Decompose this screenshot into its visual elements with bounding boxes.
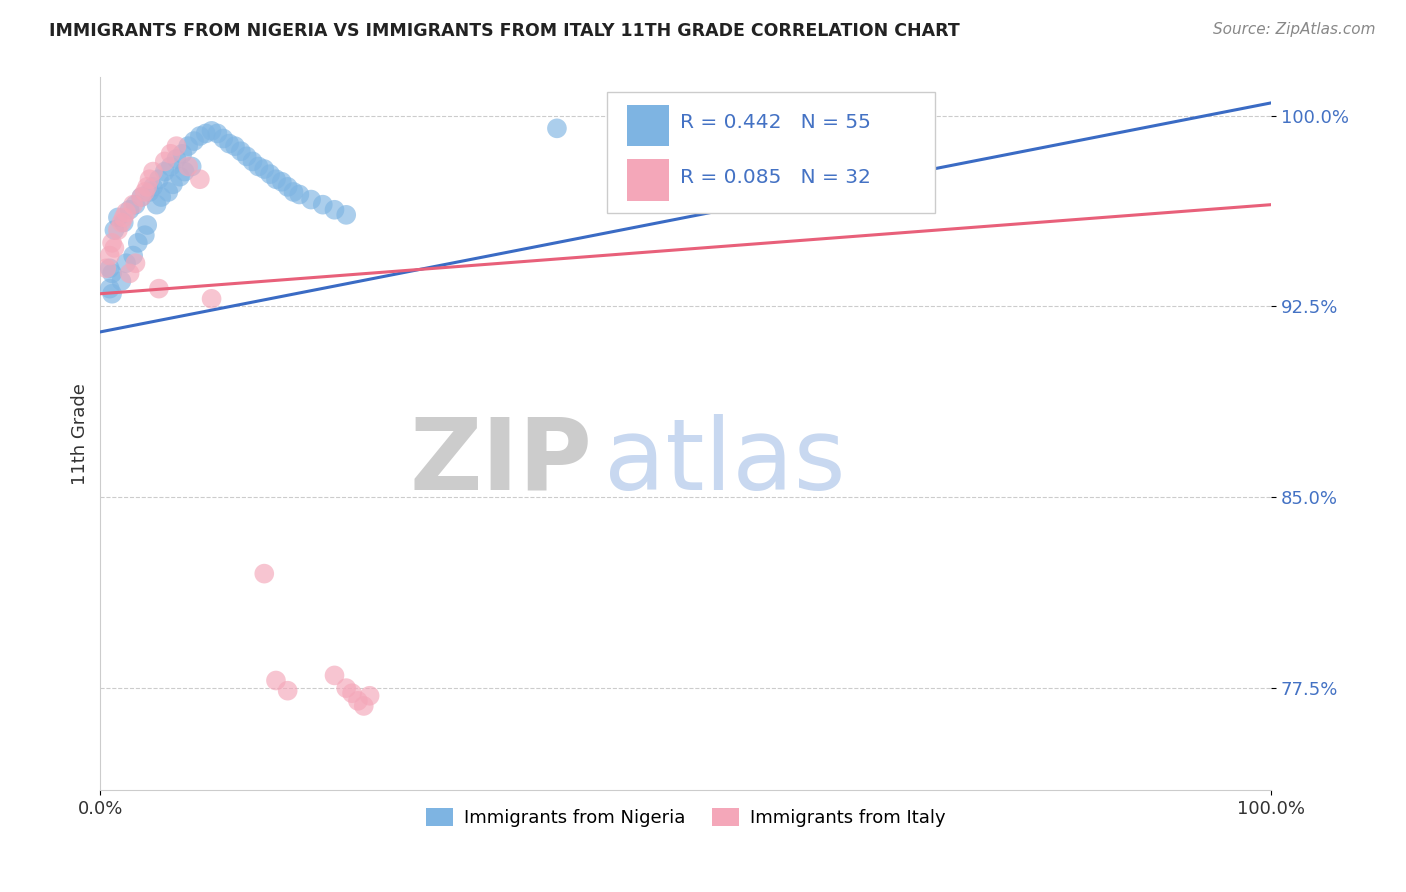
Point bbox=[177, 139, 200, 153]
Point bbox=[323, 668, 346, 682]
Text: R = 0.085   N = 32: R = 0.085 N = 32 bbox=[681, 168, 870, 186]
Text: ZIP: ZIP bbox=[409, 414, 592, 511]
Point bbox=[142, 164, 165, 178]
Point bbox=[124, 256, 146, 270]
Point bbox=[145, 197, 167, 211]
Legend: Immigrants from Nigeria, Immigrants from Italy: Immigrants from Nigeria, Immigrants from… bbox=[419, 800, 953, 834]
Text: R = 0.442   N = 55: R = 0.442 N = 55 bbox=[681, 112, 870, 132]
FancyBboxPatch shape bbox=[627, 104, 669, 145]
Point bbox=[277, 179, 299, 194]
Point bbox=[131, 190, 153, 204]
Point bbox=[98, 261, 121, 276]
FancyBboxPatch shape bbox=[607, 92, 935, 213]
Point bbox=[153, 154, 176, 169]
Point bbox=[136, 218, 159, 232]
Point bbox=[172, 146, 194, 161]
Point bbox=[103, 241, 125, 255]
Point bbox=[101, 266, 124, 280]
Point bbox=[98, 282, 121, 296]
Point bbox=[253, 162, 276, 177]
Point bbox=[335, 681, 357, 695]
Point bbox=[138, 172, 160, 186]
Point bbox=[229, 145, 252, 159]
Point bbox=[299, 193, 322, 207]
Point bbox=[98, 249, 121, 263]
Point bbox=[277, 683, 299, 698]
Point bbox=[157, 185, 180, 199]
Point bbox=[173, 164, 195, 178]
Point bbox=[270, 175, 292, 189]
Point bbox=[259, 167, 281, 181]
Point bbox=[134, 228, 156, 243]
Point bbox=[323, 202, 346, 217]
Point bbox=[122, 197, 145, 211]
Point bbox=[124, 197, 146, 211]
Point bbox=[138, 185, 160, 199]
Point bbox=[183, 134, 205, 148]
Point bbox=[118, 202, 141, 217]
Point bbox=[96, 261, 118, 276]
Point bbox=[188, 128, 211, 143]
Point bbox=[115, 256, 138, 270]
Point bbox=[200, 292, 222, 306]
Point bbox=[218, 136, 240, 151]
Point bbox=[353, 698, 375, 713]
Point bbox=[347, 694, 370, 708]
Point bbox=[159, 160, 181, 174]
Point bbox=[194, 127, 217, 141]
Point bbox=[180, 160, 202, 174]
Point bbox=[112, 211, 135, 225]
Point bbox=[207, 127, 229, 141]
Point bbox=[110, 215, 132, 229]
Text: Source: ZipAtlas.com: Source: ZipAtlas.com bbox=[1212, 22, 1375, 37]
FancyBboxPatch shape bbox=[627, 160, 669, 201]
Point bbox=[242, 154, 264, 169]
Point bbox=[159, 146, 181, 161]
Point bbox=[264, 172, 287, 186]
Point bbox=[101, 235, 124, 250]
Point bbox=[136, 179, 159, 194]
Point bbox=[134, 185, 156, 199]
Point bbox=[188, 172, 211, 186]
Point bbox=[359, 689, 381, 703]
Point bbox=[212, 131, 235, 145]
Point bbox=[148, 282, 170, 296]
Point bbox=[288, 187, 311, 202]
Point bbox=[340, 686, 363, 700]
Point bbox=[312, 197, 335, 211]
Point bbox=[235, 149, 257, 163]
Point bbox=[122, 249, 145, 263]
Point bbox=[112, 215, 135, 229]
Y-axis label: 11th Grade: 11th Grade bbox=[72, 383, 89, 484]
Point bbox=[110, 274, 132, 288]
Point bbox=[115, 205, 138, 219]
Point bbox=[150, 190, 173, 204]
Point bbox=[224, 139, 246, 153]
Point bbox=[165, 152, 187, 166]
Point bbox=[546, 121, 568, 136]
Point bbox=[142, 179, 165, 194]
Point bbox=[153, 164, 176, 178]
Point bbox=[131, 190, 153, 204]
Point bbox=[127, 235, 149, 250]
Point bbox=[165, 139, 187, 153]
Point bbox=[103, 223, 125, 237]
Point bbox=[177, 160, 200, 174]
Point bbox=[335, 208, 357, 222]
Point bbox=[264, 673, 287, 688]
Point bbox=[107, 211, 129, 225]
Point bbox=[101, 286, 124, 301]
Point bbox=[162, 178, 184, 192]
Text: atlas: atlas bbox=[603, 414, 845, 511]
Point bbox=[283, 185, 305, 199]
Text: IMMIGRANTS FROM NIGERIA VS IMMIGRANTS FROM ITALY 11TH GRADE CORRELATION CHART: IMMIGRANTS FROM NIGERIA VS IMMIGRANTS FR… bbox=[49, 22, 960, 40]
Point bbox=[148, 172, 170, 186]
Point bbox=[169, 169, 191, 184]
Point bbox=[200, 124, 222, 138]
Point bbox=[247, 160, 270, 174]
Point bbox=[253, 566, 276, 581]
Point bbox=[118, 266, 141, 280]
Point bbox=[107, 223, 129, 237]
